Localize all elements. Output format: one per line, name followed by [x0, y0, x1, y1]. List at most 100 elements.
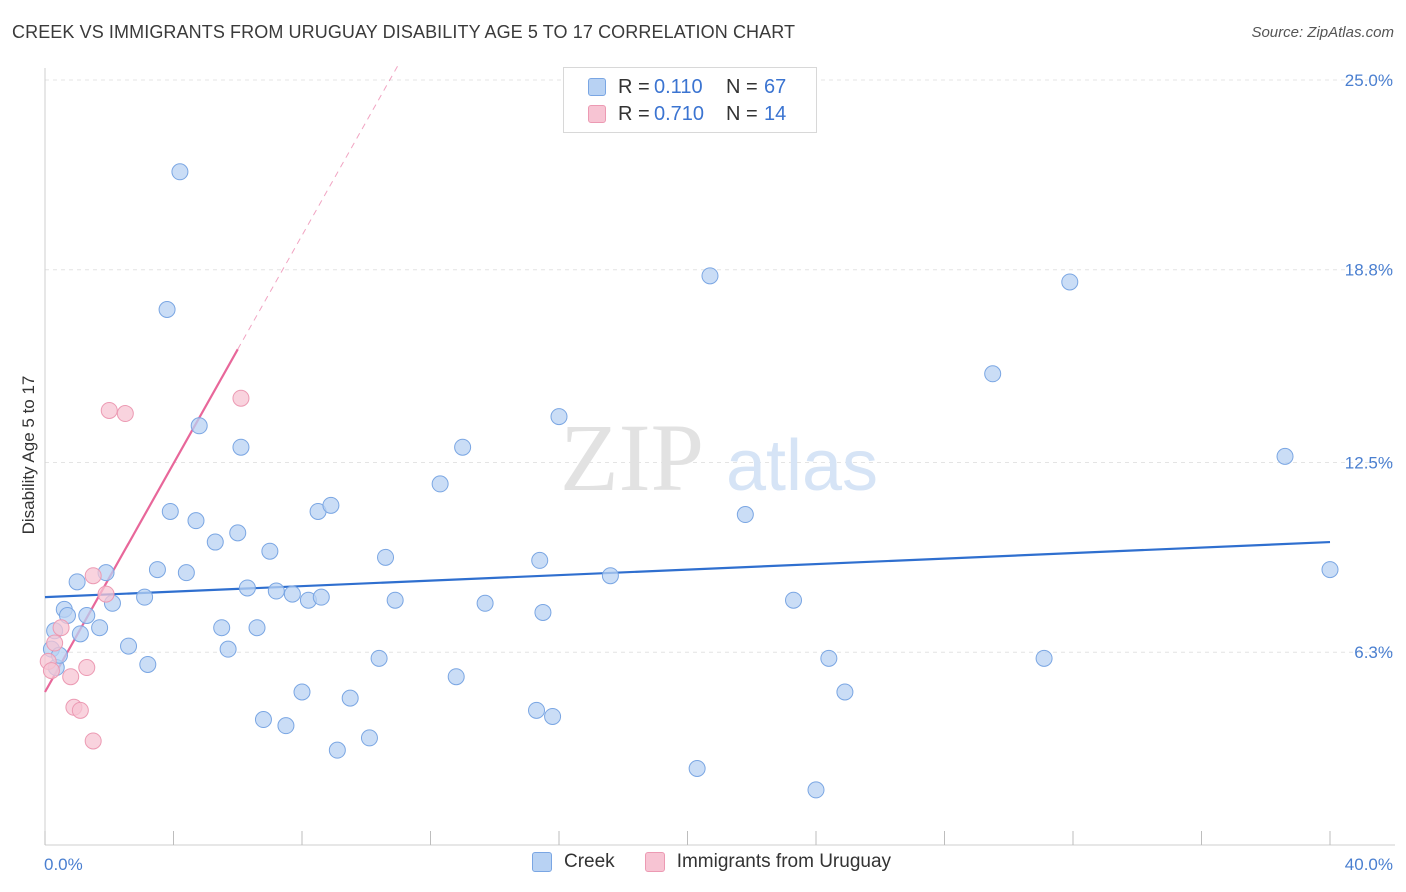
legend-row-creek: R = 0.110 N = 67 [588, 74, 786, 100]
creek-point [190, 417, 208, 435]
x-tick-label-min: 0.0% [44, 855, 83, 874]
creek-point [219, 640, 237, 658]
creek-point [341, 689, 359, 707]
creek-point [447, 668, 465, 686]
legend-r-label: R = [618, 75, 650, 98]
creek-point [187, 512, 205, 530]
creek-point [528, 701, 546, 719]
series-legend: Creek Immigrants from Uruguay [532, 851, 921, 873]
creek-point [1035, 649, 1053, 667]
uruguay-point [116, 405, 134, 423]
creek-point [322, 496, 340, 514]
creek-point [360, 729, 378, 747]
legend-item-creek[interactable]: Creek [532, 851, 615, 873]
y-tick-label: 6.3% [1354, 643, 1393, 662]
watermark: ZIP atlas [560, 404, 878, 511]
creek-point [139, 655, 157, 673]
creek-point [370, 649, 388, 667]
y-axis-label: Disability Age 5 to 17 [19, 376, 38, 535]
legend-uruguay-label: Immigrants from Uruguay [676, 851, 892, 872]
creek-point [206, 533, 224, 551]
creek-point [785, 591, 803, 609]
creek-point [161, 502, 179, 520]
uruguay-point [62, 668, 80, 686]
creek-point [984, 365, 1002, 383]
creek-swatch [588, 78, 606, 96]
creek-point [688, 760, 706, 777]
creek-point [78, 607, 96, 624]
stats-legend: R = 0.110 N = 67 R = 0.710 N = 14 [563, 67, 817, 133]
legend-n-value: 14 [764, 102, 787, 125]
creek-point [229, 524, 247, 542]
creek-point [213, 619, 231, 637]
uruguay-point [84, 732, 102, 750]
creek-point [531, 551, 549, 569]
creek-point [91, 619, 109, 637]
legend-creek-label: Creek [564, 851, 615, 872]
uruguay-point [71, 701, 89, 719]
creek-point [1276, 447, 1294, 465]
uruguay-swatch [644, 852, 665, 872]
creek-point [68, 573, 86, 591]
trend-lines [44, 64, 1331, 693]
creek-point [431, 475, 449, 493]
legend-r-value: 0.110 [654, 75, 703, 98]
y-tick-label: 18.8% [1345, 261, 1393, 280]
creek-point [148, 561, 166, 579]
source-label: Source: ZipAtlas.com [1251, 24, 1394, 41]
legend-r-value: 0.710 [654, 102, 705, 125]
y-tick-label: 25.0% [1345, 71, 1393, 90]
creek-point [171, 163, 189, 181]
creek-point [476, 594, 494, 612]
watermark-zip: ZIP [560, 404, 704, 511]
creek-point [386, 591, 404, 609]
uruguay-point [100, 401, 118, 419]
creek-point [277, 717, 295, 735]
uruguay-points [39, 389, 250, 750]
creek-point [736, 506, 754, 524]
creek-point [601, 567, 619, 585]
uruguay-trend-extension [237, 64, 399, 350]
uruguay-swatch [588, 105, 606, 123]
creek-point [807, 781, 825, 799]
legend-n-label: N = [726, 75, 758, 98]
creek-point [136, 588, 154, 606]
legend-row-uruguay: R = 0.710 N = 14 [588, 101, 786, 127]
axes [44, 68, 1395, 846]
creek-point [158, 301, 176, 318]
axis-labels: 6.3% 12.5% 18.8% 25.0% 0.0% 40.0% Disability A… [19, 71, 1393, 874]
legend-n-label: N = [726, 102, 758, 125]
creek-point [232, 438, 250, 456]
creek-point [254, 711, 272, 729]
legend-item-uruguay[interactable]: Immigrants from Uruguay [644, 851, 892, 873]
legend-r-label: R = [618, 102, 650, 125]
uruguay-point [84, 567, 102, 585]
creek-point [544, 707, 562, 725]
creek-swatch [532, 852, 552, 872]
creek-point [454, 438, 472, 456]
legend-n-value: 67 [764, 75, 787, 98]
creek-point [248, 619, 266, 637]
uruguay-point [232, 389, 250, 407]
creek-point [550, 408, 568, 426]
creek-point [120, 637, 138, 655]
uruguay-point [42, 662, 60, 680]
creek-point [312, 588, 330, 606]
creek-point [836, 683, 854, 701]
y-tick-label: 12.5% [1345, 454, 1393, 473]
creek-point [534, 603, 552, 621]
creek-point [328, 741, 346, 759]
creek-point [1061, 273, 1079, 291]
creek-point [283, 585, 301, 603]
creek-point [701, 267, 719, 285]
creek-point [1321, 561, 1339, 579]
watermark-atlas: atlas [726, 426, 878, 506]
uruguay-point [52, 619, 70, 637]
creek-point [238, 579, 256, 597]
creek-point [267, 582, 285, 600]
chart-title: CREEK VS IMMIGRANTS FROM URUGUAY DISABIL… [12, 22, 796, 42]
uruguay-trend-line [44, 348, 239, 693]
creek-point [820, 649, 838, 667]
creek-trend-line [44, 540, 1331, 599]
